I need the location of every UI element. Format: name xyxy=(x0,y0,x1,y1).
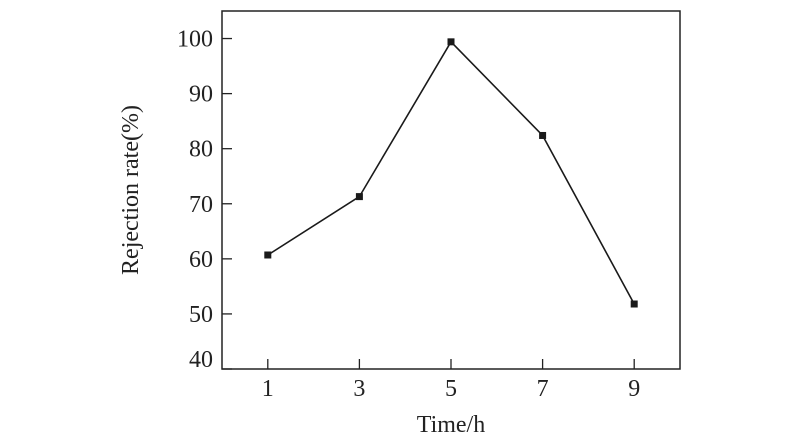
data-point xyxy=(264,251,272,259)
data-point xyxy=(630,300,638,308)
y-tick-label: 90 xyxy=(189,82,213,108)
data-point xyxy=(539,131,547,139)
y-tick-label: 80 xyxy=(189,137,213,163)
series-line xyxy=(267,40,635,305)
x-tick-label: 3 xyxy=(353,376,365,402)
x-tick-label: 5 xyxy=(445,376,457,402)
data-point xyxy=(447,38,455,46)
y-tick-label: 50 xyxy=(189,302,213,328)
x-axis-label: Time/h xyxy=(417,412,485,438)
y-tick-label: 100 xyxy=(177,27,213,53)
x-tick-label: 1 xyxy=(262,376,274,402)
y-tick-label: 40 xyxy=(189,347,213,373)
y-tick-label: 70 xyxy=(189,192,213,218)
x-tick-label: 7 xyxy=(537,376,549,402)
y-axis-label: Rejection rate(%) xyxy=(118,105,144,275)
plot-frame xyxy=(221,10,681,370)
data-point xyxy=(355,193,363,201)
x-tick-label: 9 xyxy=(628,376,640,402)
y-tick-label: 60 xyxy=(189,247,213,273)
